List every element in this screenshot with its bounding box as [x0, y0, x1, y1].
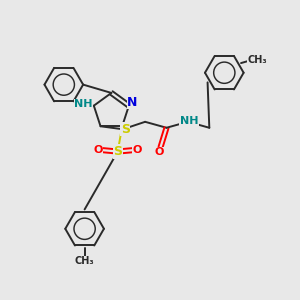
Text: S: S — [121, 123, 130, 136]
Text: N: N — [127, 96, 138, 109]
Text: CH₃: CH₃ — [248, 55, 267, 65]
Text: CH₃: CH₃ — [75, 256, 94, 266]
Text: NH: NH — [74, 99, 93, 109]
Text: S: S — [113, 145, 122, 158]
Text: O: O — [133, 145, 142, 155]
Text: NH: NH — [180, 116, 198, 126]
Text: O: O — [93, 145, 103, 155]
Text: O: O — [154, 147, 164, 158]
